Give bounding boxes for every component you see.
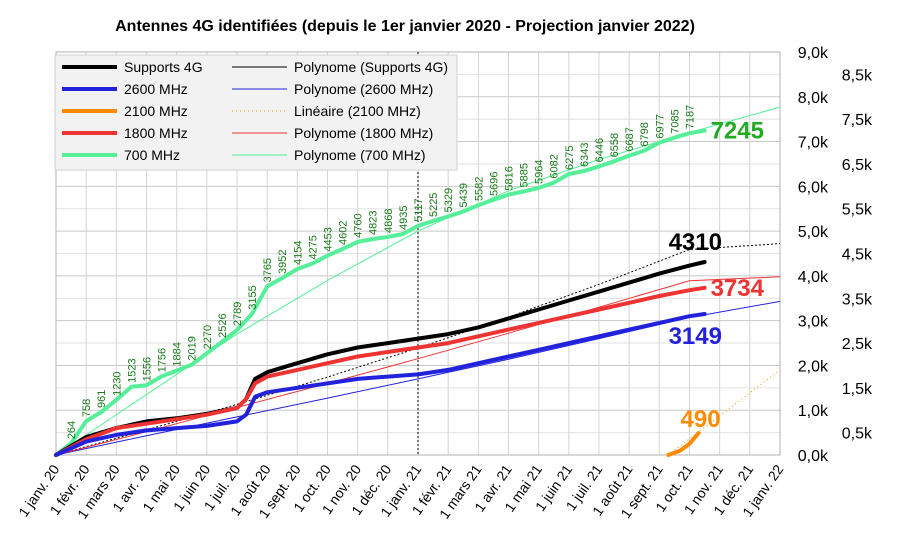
- y-tick-label: 2,0k: [798, 358, 829, 375]
- series-end-label: 3149: [669, 323, 722, 350]
- data-point-label: 4275: [307, 235, 319, 259]
- y-tick-label-secondary: 8,5k: [842, 67, 873, 84]
- data-point-label: 7187: [685, 105, 697, 129]
- data-point-label: 3952: [277, 250, 289, 274]
- data-point-label: 2789: [232, 302, 244, 326]
- data-point-label: 5329: [443, 188, 455, 212]
- y-tick-label: 3,0k: [798, 314, 829, 331]
- y-tick-label: 5,0k: [798, 224, 829, 241]
- series-lines: [54, 128, 707, 457]
- data-point-label: 6275: [564, 146, 576, 170]
- y-tick-label-secondary: 4,5k: [842, 247, 873, 264]
- data-point-label: 5582: [473, 177, 485, 201]
- legend-label: Polynome (700 MHz): [294, 147, 426, 163]
- data-point-label: 4868: [383, 209, 395, 233]
- data-point-label: 5696: [488, 171, 500, 195]
- series-end-label: 4310: [669, 229, 722, 256]
- chart-title: Antennes 4G identifiées (depuis le 1er j…: [115, 18, 695, 35]
- series-line: [666, 431, 701, 457]
- data-point-label: 2019: [187, 336, 199, 360]
- data-point-label: 4602: [338, 220, 350, 244]
- series-end-label: 7245: [711, 118, 764, 145]
- legend-label: Supports 4G: [124, 59, 203, 75]
- data-point-label: 5439: [458, 183, 470, 207]
- data-point-label: 5964: [534, 159, 546, 183]
- data-point-label: 1523: [126, 358, 138, 382]
- data-point-label: 2526: [217, 313, 229, 337]
- data-point-label: 3765: [262, 258, 274, 282]
- trend-line: [55, 276, 781, 456]
- y-tick-label-secondary: 5,5k: [842, 202, 873, 219]
- y-tick-label: 6,0k: [798, 179, 829, 196]
- y-tick-label: 7,0k: [798, 135, 829, 152]
- data-point-label: 6082: [549, 154, 561, 178]
- y-tick-label: 1,0k: [798, 403, 829, 420]
- data-point-label: 6798: [639, 122, 651, 146]
- legend-label: Polynome (1800 MHz): [294, 125, 433, 141]
- data-point-label: 4453: [323, 227, 335, 251]
- data-point-label: 7085: [669, 109, 681, 133]
- y-tick-label: 4,0k: [798, 269, 829, 286]
- data-point-label: 4935: [398, 206, 410, 230]
- data-point-label: 6558: [609, 133, 621, 157]
- series-end-label: 3734: [711, 275, 765, 302]
- data-point-label: 961: [96, 390, 108, 408]
- data-point-label: 5885: [519, 163, 531, 187]
- series-line: [54, 312, 707, 457]
- trend-line: [668, 369, 781, 456]
- legend: Supports 4G Polynome (Supports 4G) 2600 MH…: [54, 54, 458, 171]
- data-point-label: 1230: [111, 371, 123, 395]
- legend-box: [54, 54, 458, 171]
- data-point-label: 264: [66, 421, 78, 439]
- y-tick-label-secondary: 3,5k: [842, 291, 873, 308]
- data-point-label: 4823: [368, 211, 380, 235]
- data-point-label: 6343: [579, 142, 591, 166]
- y-tick-label: 0,0k: [798, 448, 829, 465]
- end-labels: 7245 4310 3734 3149 490: [669, 118, 765, 433]
- data-point-label: 1884: [172, 342, 184, 366]
- data-point-label: 1556: [142, 357, 154, 381]
- y-tick-label: 9,0k: [798, 45, 829, 62]
- y-tick-label-secondary: 2,5k: [842, 336, 873, 353]
- data-point-label: 6977: [654, 114, 666, 138]
- data-point-label: 5225: [428, 193, 440, 217]
- data-point-label: 3155: [247, 285, 259, 309]
- data-point-label: 758: [81, 399, 93, 417]
- y-tick-label: 8,0k: [798, 90, 829, 107]
- legend-label: Linéaire (2100 MHz): [294, 103, 421, 119]
- legend-label: Polynome (2600 MHz): [294, 81, 433, 97]
- y-tick-label-secondary: 6,5k: [842, 157, 873, 174]
- series-line: [54, 285, 707, 457]
- data-point-label: 2270: [202, 325, 214, 349]
- legend-label: 2100 MHz: [124, 103, 188, 119]
- data-point-label: 5117: [413, 198, 425, 222]
- data-point-label: 5816: [504, 166, 516, 190]
- data-point-label: 6687: [624, 127, 636, 151]
- legend-label: 2600 MHz: [124, 81, 188, 97]
- y-tick-label-secondary: 1,5k: [842, 381, 873, 398]
- legend-label: 700 MHz: [124, 147, 180, 163]
- data-point-label: 4154: [292, 241, 304, 265]
- data-point-label: 6446: [594, 138, 606, 162]
- data-point-label: 1756: [157, 348, 169, 372]
- data-point-label: 4760: [353, 213, 365, 237]
- y-tick-label-secondary: 0,5k: [842, 426, 873, 443]
- series-line: [54, 128, 707, 457]
- legend-label: Polynome (Supports 4G): [294, 59, 448, 75]
- legend-label: 1800 MHz: [124, 125, 188, 141]
- y-tick-label-secondary: 7,5k: [842, 112, 873, 129]
- series-end-label: 490: [681, 406, 721, 433]
